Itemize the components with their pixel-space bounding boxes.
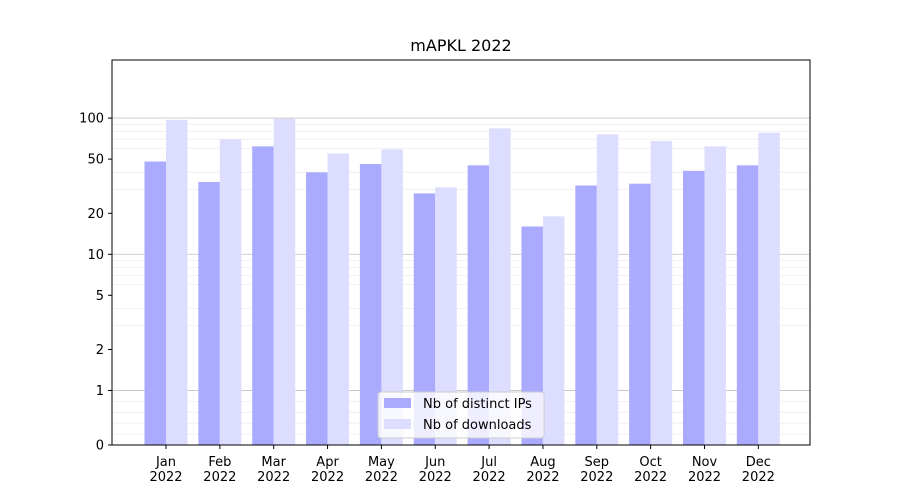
x-tick-label: Mar 2022 <box>257 455 290 485</box>
bar-downloads <box>650 140 673 445</box>
x-tick-label: Apr 2022 <box>311 455 344 485</box>
x-tick-label: Jul 2022 <box>473 455 506 485</box>
bar-downloads <box>758 132 780 445</box>
legend-label: Nb of distinct IPs <box>423 397 532 412</box>
legend-swatch <box>384 419 411 429</box>
bar-distinct-ips <box>736 165 759 445</box>
bar-downloads <box>596 134 619 445</box>
bar-distinct-ips <box>467 165 490 445</box>
x-tick-label: Jan 2022 <box>149 455 182 485</box>
x-axis: Jan 2022 Feb 2022 Mar 2022 Apr 2022 May 2022 Jun 20… <box>149 445 775 485</box>
bar-distinct-ips <box>413 193 436 445</box>
x-tick-label: Sep 2022 <box>580 455 613 485</box>
bar-downloads <box>435 187 457 446</box>
y-tick-label: 10 <box>87 248 104 263</box>
y-axis: 0 1 2 5 10 20 50 100 <box>79 112 112 454</box>
bar-distinct-ips <box>575 185 597 445</box>
legend-box <box>377 391 545 439</box>
y-tick-label: 20 <box>87 207 104 222</box>
chart-title: mAPKL 2022 <box>410 36 511 55</box>
bar-downloads <box>273 118 296 445</box>
x-tick-label: Feb 2022 <box>203 455 236 485</box>
bar-downloads <box>489 128 511 446</box>
bar-distinct-ips <box>306 172 328 445</box>
bar-downloads <box>381 149 403 446</box>
x-tick-label: Dec 2022 <box>742 455 775 485</box>
plot-frame <box>111 59 811 446</box>
y-tick-label: 50 <box>87 153 104 168</box>
bar-distinct-ips <box>521 226 543 445</box>
bar-downloads <box>327 153 350 446</box>
x-tick-label: Nov 2022 <box>688 455 721 485</box>
y-tick-label: 0 <box>96 439 104 454</box>
bar-downloads <box>219 139 242 446</box>
x-tick-label: Aug 2022 <box>526 455 559 485</box>
bar-distinct-ips <box>359 164 382 445</box>
x-tick-label: May 2022 <box>365 455 398 485</box>
y-tick-label: 5 <box>96 289 104 304</box>
bar-distinct-ips <box>198 181 220 445</box>
bar-distinct-ips <box>629 183 651 445</box>
bar-distinct-ips <box>683 170 705 445</box>
legend-swatch <box>384 398 411 408</box>
y-tick-label: 1 <box>96 384 104 399</box>
bar-distinct-ips <box>144 161 166 445</box>
y-tick-label: 100 <box>79 112 104 127</box>
bar-downloads <box>704 146 726 445</box>
x-tick-label: Oct 2022 <box>634 455 667 485</box>
bar-downloads <box>166 119 188 446</box>
bars <box>144 118 780 446</box>
bar-downloads <box>542 216 565 445</box>
bar-distinct-ips <box>252 146 274 445</box>
legend-label: Nb of downloads <box>423 418 532 433</box>
legend: Nb of distinct IPs Nb of downloads <box>377 391 545 439</box>
y-tick-label: 2 <box>96 343 104 358</box>
x-tick-label: Jun 2022 <box>419 455 452 485</box>
